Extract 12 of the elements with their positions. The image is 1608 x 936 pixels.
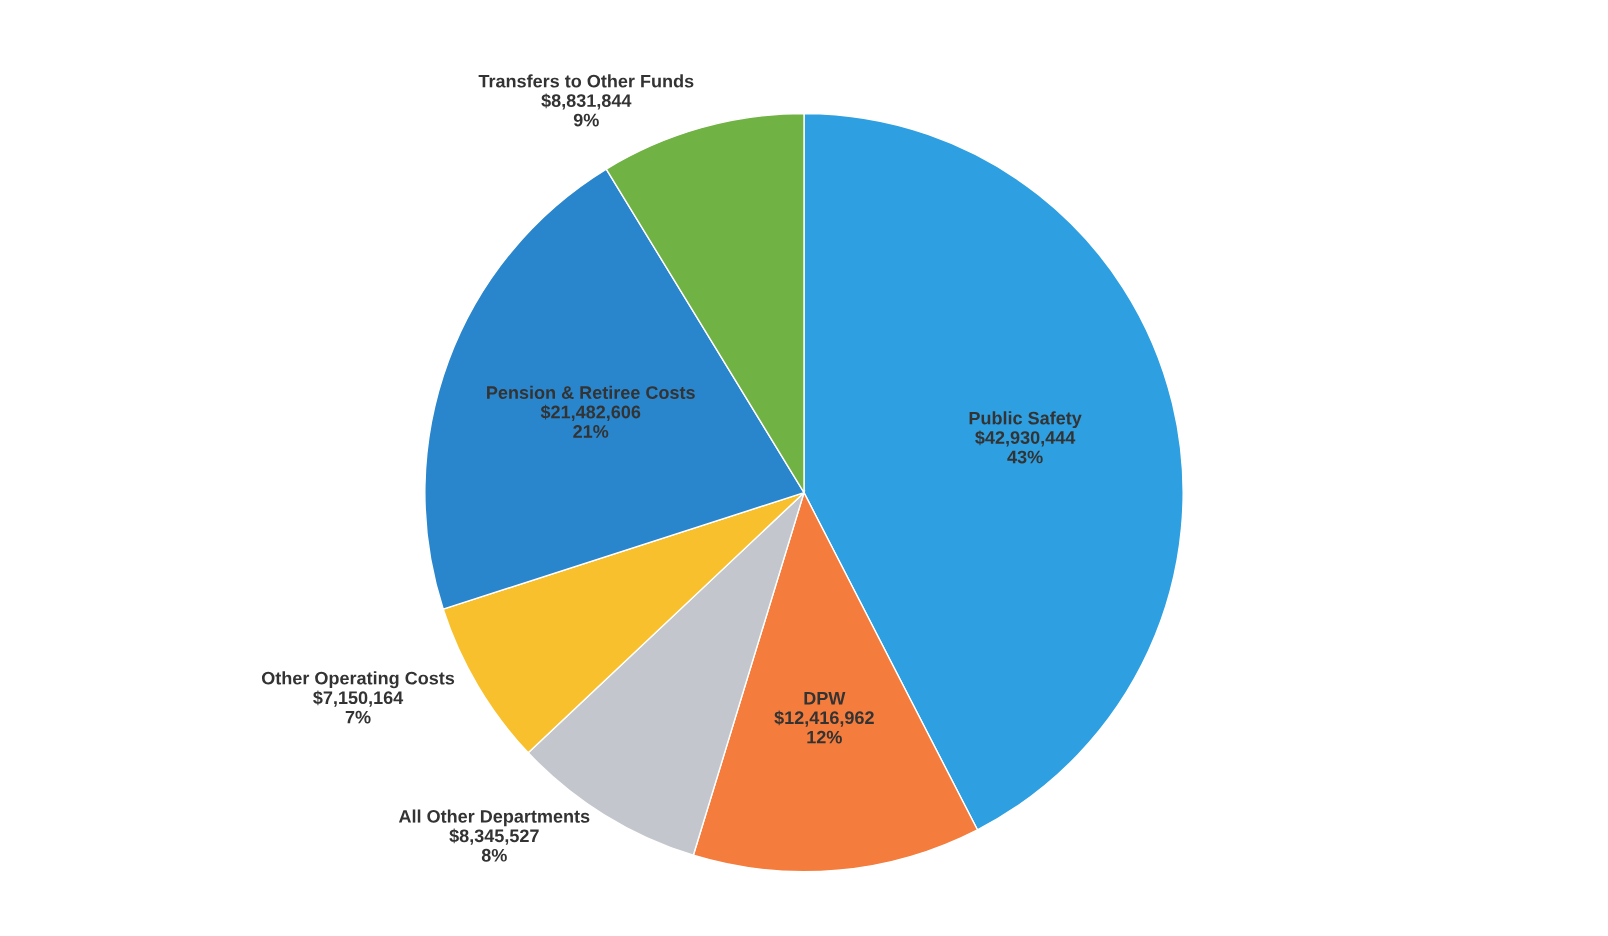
slice-label: All Other Departments	[398, 809, 590, 827]
slice-label: Public Safety	[969, 411, 1082, 429]
slice-label: Other Operating Costs	[261, 671, 455, 689]
data-label: $8,831,844 9%	[541, 93, 632, 127]
slice-label: DPW	[804, 692, 846, 705]
slice-label: Transfers to Other Funds	[478, 74, 694, 88]
data-label: $7,150,164 7%	[313, 690, 404, 724]
data-label: $21,482,606 21%	[540, 404, 641, 438]
data-label: $12,416,962 12%	[774, 710, 874, 744]
data-label: $8,345,527 8%	[449, 828, 539, 862]
data-label: $42,930,444 43%	[975, 430, 1076, 464]
slice-label: Pension & Retiree Costs	[487, 385, 695, 399]
